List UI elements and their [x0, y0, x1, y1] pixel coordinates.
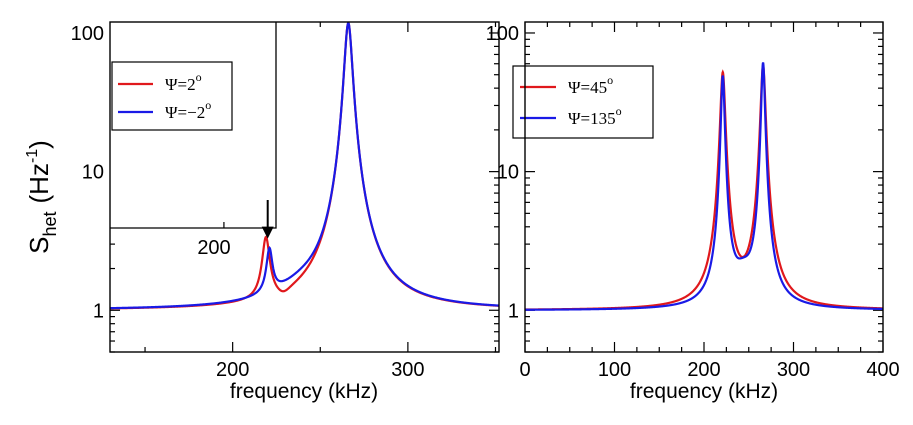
right-xtick-label: 100	[598, 359, 631, 381]
y-axis-title-exp: -1	[24, 149, 41, 163]
left-xtick-label: 200	[216, 359, 249, 381]
right-legend-box	[512, 65, 654, 139]
right-ytick-label: 1	[508, 300, 519, 322]
right-tick-labels: 1 10 100 0 100 200 300 400	[486, 23, 900, 381]
right-legend: Ψ=45o Ψ=135o	[512, 65, 654, 139]
right-xtick-label: 400	[866, 359, 899, 381]
y-axis-title-main: S	[24, 237, 54, 254]
left-curves	[110, 22, 499, 310]
inset-fill	[110, 228, 276, 310]
left-ytick-label: 1	[93, 300, 104, 322]
inset-series-0	[110, 238, 276, 310]
right-xtick-label: 300	[777, 359, 810, 381]
left-ytick-label: 100	[71, 23, 104, 45]
left-legend-box	[111, 61, 233, 131]
right-legend-label-1: Ψ=135o	[568, 104, 622, 128]
right-plot-frame	[524, 21, 884, 353]
right-series-1	[525, 62, 883, 311]
right-xtick-label: 200	[687, 359, 720, 381]
inset-tick-label: 200	[197, 237, 230, 259]
right-curves	[525, 62, 883, 311]
left-panel: 200 Ψ=2o Ψ=−2o 1 10 100 200 300 frequency (k…	[71, 21, 500, 403]
left-tick-labels: 1 10 100 200 300	[71, 23, 425, 381]
svg-text:Shet(Hz-1): Shet (Hz-1)	[24, 140, 60, 254]
y-axis-title: Shet (Hz-1)	[24, 140, 60, 254]
right-ytick-label: 100	[486, 23, 519, 45]
right-panel: Ψ=45o Ψ=135o 1 10 100 0 100 200 300 400 frequen…	[486, 21, 900, 403]
inset-series-1	[110, 249, 276, 310]
inset-arrow-head	[261, 226, 274, 239]
inset-arrow	[261, 200, 274, 239]
left-series-1	[110, 22, 499, 310]
left-legend-label-1: Ψ=−2o	[165, 98, 211, 122]
inset-curves	[110, 222, 276, 310]
right-x-axis-title: frequency (kHz)	[630, 380, 778, 403]
right-ytick-label: 10	[497, 162, 519, 184]
y-axis-title-sub: het	[40, 211, 60, 236]
left-legend-label-0: Ψ=2o	[165, 70, 202, 94]
left-plot-frame	[109, 21, 500, 353]
right-xtick-label: 0	[519, 359, 530, 381]
left-xtick-label: 300	[391, 359, 424, 381]
left-x-axis-title: frequency (kHz)	[230, 380, 378, 403]
inset-frame	[110, 22, 277, 229]
right-legend-label-0: Ψ=45o	[568, 73, 613, 97]
y-axis-title-close: )	[24, 140, 54, 149]
left-legend: Ψ=2o Ψ=−2o	[111, 61, 233, 131]
left-ytick-label: 10	[82, 162, 104, 184]
y-axis-title-unit: (Hz	[24, 163, 54, 203]
